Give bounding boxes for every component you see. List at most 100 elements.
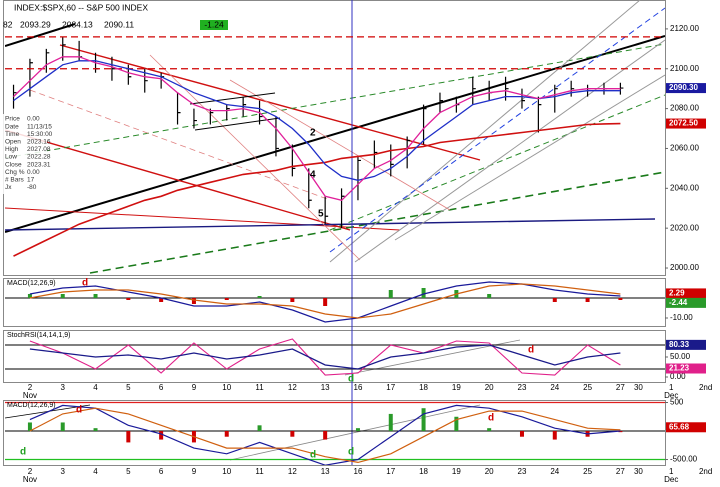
x-tick-label: 4 xyxy=(93,383,98,392)
data-window-value: 2023.31 xyxy=(27,161,51,168)
x-tick-label: 3 xyxy=(61,467,66,476)
x-tick-label: 24 xyxy=(550,467,559,476)
data-window-label: Chg % xyxy=(5,169,25,176)
price-tag xyxy=(666,422,706,433)
price-tag xyxy=(666,288,706,299)
annotation: 4 xyxy=(310,170,316,181)
trendline xyxy=(229,404,481,461)
data-window-value: 0.00 xyxy=(27,116,40,123)
x-tick-label: 11 xyxy=(255,383,264,392)
data-window-label: Jx xyxy=(5,184,12,191)
x-tick-label: 19 xyxy=(452,383,461,392)
histogram-bar xyxy=(323,431,328,440)
price-tag-label: 2090.30 xyxy=(669,83,698,92)
histogram-bar xyxy=(388,413,393,432)
price-bar xyxy=(324,196,329,225)
trendline xyxy=(194,117,281,131)
histogram-bar xyxy=(60,422,65,432)
price-bar xyxy=(406,136,411,169)
x-tick-label: 25 xyxy=(583,467,592,476)
data-window-label: High xyxy=(5,146,19,153)
histogram-bar xyxy=(159,298,164,302)
month-label: Nov xyxy=(23,391,37,400)
price-tag xyxy=(666,297,706,308)
histogram-bar xyxy=(618,298,623,300)
price-tag xyxy=(666,339,706,350)
histogram-bar xyxy=(323,298,328,306)
trendline xyxy=(394,74,665,241)
panel-title: MACD(12,26,9) xyxy=(7,280,56,287)
price-bar xyxy=(340,188,345,229)
histogram-bar xyxy=(552,298,557,302)
y-tick-label: 2080.00 xyxy=(670,104,699,113)
y-tick-label: 2040.00 xyxy=(670,183,699,192)
x-tick-label: 11 xyxy=(255,467,264,476)
price-bar xyxy=(193,108,197,129)
histogram-bar xyxy=(27,294,32,298)
price-tag-label: 2.29 xyxy=(669,289,685,298)
x-tick-label: 6 xyxy=(159,467,164,476)
x-tick-label: 24 xyxy=(550,383,559,392)
price-tag-label: 2072.50 xyxy=(669,119,698,128)
data-window-value: 0.00 xyxy=(27,169,40,176)
x-tick-label: 10 xyxy=(222,383,231,392)
histogram-bar xyxy=(552,431,557,440)
histogram-bar xyxy=(421,408,426,432)
x-tick-label: 13 xyxy=(321,383,330,392)
histogram-bar xyxy=(93,294,98,298)
histogram-bar xyxy=(224,431,229,437)
histogram-bar xyxy=(224,298,229,300)
series-line xyxy=(29,344,621,370)
data-window-value: 2023.16 xyxy=(27,139,51,146)
price-bar xyxy=(275,116,279,157)
panel-content xyxy=(5,338,665,376)
histogram-bar xyxy=(126,298,131,300)
annotation: 5 xyxy=(318,209,324,220)
histogram-bar xyxy=(93,428,98,432)
series-line xyxy=(29,404,621,465)
price-bar xyxy=(521,88,525,109)
panel-content xyxy=(5,401,665,465)
header-values: 82 2093.29 2084.13 2090.11 -1.24 xyxy=(3,19,228,30)
data-window-label: Open xyxy=(5,139,21,146)
price-tag-label: 65.68 xyxy=(669,422,690,431)
price-bar xyxy=(127,64,132,85)
data-window-label: Date xyxy=(5,123,19,130)
data-window-label: Time xyxy=(5,131,20,138)
histogram-bar xyxy=(191,298,196,304)
trendline xyxy=(29,89,331,201)
y-tick-label: 2000.00 xyxy=(670,263,699,272)
x-tick-label: 10 xyxy=(222,467,231,476)
trendline xyxy=(329,94,665,231)
x-tick-label: 1 xyxy=(669,467,674,476)
price-tag-label: 21.23 xyxy=(669,364,690,373)
series-line xyxy=(29,407,621,464)
x-tick-label: 23 xyxy=(518,467,527,476)
histogram-bar xyxy=(355,428,360,432)
data-window-value: 2027.08 xyxy=(27,146,51,153)
price-bar xyxy=(570,80,575,97)
trendline xyxy=(5,207,401,231)
x-tick-label: 27 xyxy=(616,383,625,392)
histogram-bar xyxy=(487,428,492,432)
price-bar xyxy=(357,156,361,201)
x-tick-label: 17 xyxy=(386,383,395,392)
price-bar xyxy=(45,48,50,73)
data-window-label: # Bars xyxy=(5,177,25,184)
histogram-bar xyxy=(159,431,164,440)
macd-panel xyxy=(3,278,666,327)
y-tick-label: 2120.00 xyxy=(670,24,699,33)
data-window-label: Close xyxy=(5,161,22,168)
panel-content xyxy=(5,281,665,323)
panel-title: MACD(12,26,9) xyxy=(7,402,56,409)
x-tick-label: 27 xyxy=(616,467,625,476)
histogram-bar xyxy=(487,294,492,298)
y-tick-label: 500 xyxy=(670,398,684,407)
annotation: d xyxy=(348,374,354,385)
histogram-bar xyxy=(257,296,262,298)
histogram-bar xyxy=(290,431,295,437)
series-line xyxy=(13,60,621,181)
histogram-bar xyxy=(60,294,65,298)
series-line xyxy=(13,122,621,257)
